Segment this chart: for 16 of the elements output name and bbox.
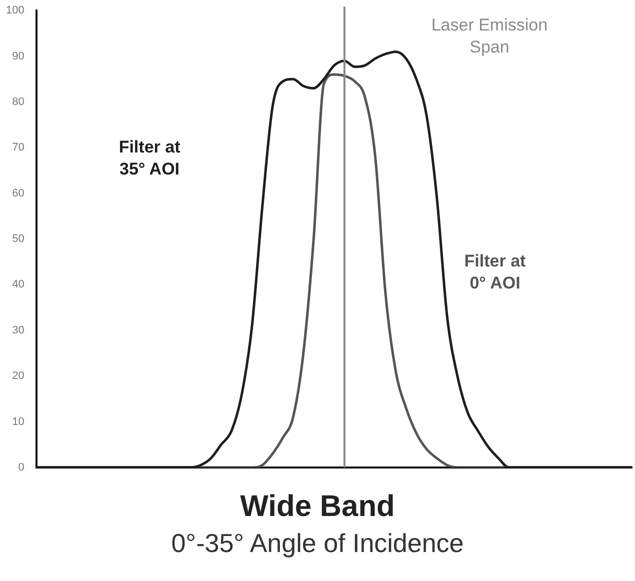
y-tick-label: 40 [12,278,24,291]
y-tick-label: 0 [18,461,24,474]
y-tick-label: 100 [6,4,24,17]
text: 0°-35° Angle of Incidence [170,528,465,559]
y-tick-label: 80 [12,96,24,108]
y-tick-label: 60 [12,187,24,200]
y-tick-label: 90 [12,50,24,62]
text: Filter at 0° AOI [464,252,526,293]
text: Filter at 35° AOI [118,137,181,178]
annotation: Laser Emission Span [431,15,548,56]
y-tick-label: 70 [12,142,24,154]
y-tick-label: 20 [12,370,24,382]
y-tick-label: 10 [12,416,24,428]
y-tick-label: 30 [12,324,24,336]
y-tick-label: 50 [12,233,24,246]
text: Wide Band [239,490,396,524]
